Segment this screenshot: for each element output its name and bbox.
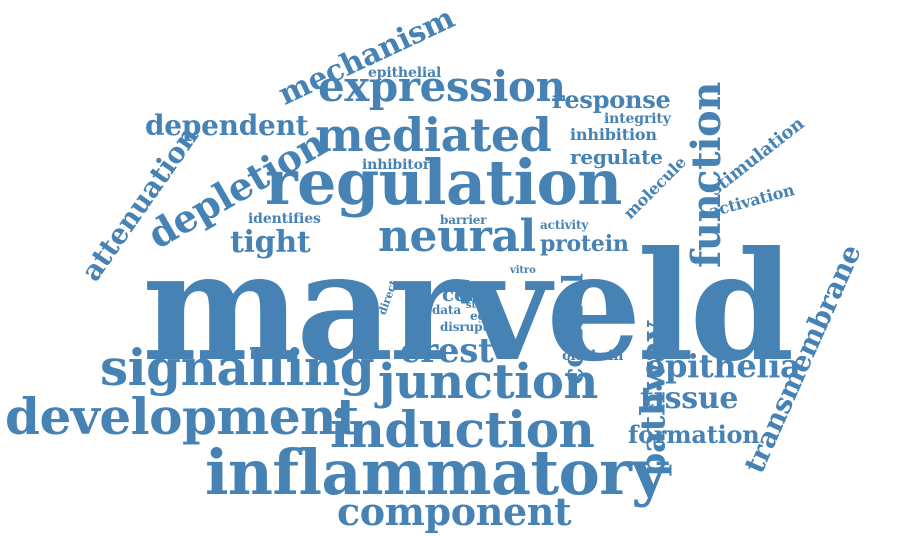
word-integrity: integrity — [604, 111, 671, 127]
word-crest: crest — [400, 331, 494, 371]
word-control: tight — [230, 225, 311, 260]
word-inhibitor: inhibitor — [362, 157, 431, 173]
word-mediated: mediated — [315, 108, 552, 162]
word-barrier: barrier — [440, 213, 487, 227]
word-response: response — [552, 85, 671, 114]
word-egfr: egfr — [470, 309, 498, 323]
word-tight: control — [556, 273, 590, 385]
word-inflammatory: inflammatory — [205, 436, 667, 509]
word-identifies: identifies — [248, 211, 321, 227]
word-cell: cell — [442, 282, 482, 306]
word-protein: protein — [540, 231, 629, 257]
word-neural: neural — [378, 211, 536, 262]
word-component: component — [337, 489, 572, 534]
word-expression: expression — [318, 62, 566, 111]
word-disrupt: disrupt — [440, 320, 488, 334]
word-regulate: regulate — [570, 145, 663, 169]
word-vitro: vitro — [510, 265, 536, 276]
word-clathrin: clathrin — [562, 348, 624, 364]
word-regulation: regulation — [265, 146, 622, 219]
word-epithelial: epithelial — [368, 65, 442, 81]
word-development: development — [5, 387, 359, 446]
word-signalling: signalling — [100, 338, 375, 397]
word-formation: formation — [628, 420, 760, 449]
word-activity: activity — [540, 218, 589, 232]
word-pathway: tissue — [640, 381, 739, 416]
word-marveld: marveld — [142, 219, 794, 395]
word-str: str — [466, 300, 482, 311]
word-junction: junction — [378, 354, 598, 410]
word-epithelia: epithelia — [645, 347, 801, 385]
word-data: data — [432, 303, 462, 317]
word-induction: induction — [330, 400, 595, 459]
word-inhibition: inhibition — [570, 125, 657, 144]
word-dependent: dependent — [145, 109, 309, 142]
